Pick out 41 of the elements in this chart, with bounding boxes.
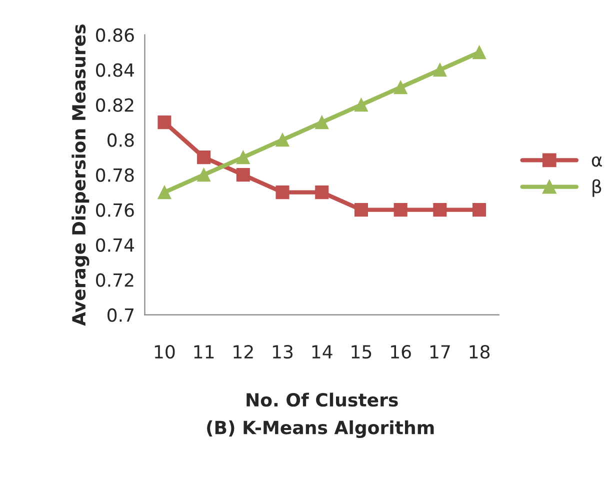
y-tick-label: 0.84 (96, 63, 134, 77)
y-tick-label: 0.74 (96, 238, 134, 252)
x-tick-label: 17 (430, 345, 450, 358)
y-tick-label: 0.82 (96, 98, 134, 112)
legend-label: α (592, 156, 602, 167)
x-tick-label: 12 (234, 345, 253, 358)
point (394, 80, 408, 94)
point (354, 98, 368, 112)
point (394, 203, 408, 217)
x-tick-label: 13 (273, 345, 293, 359)
x-tick-label: 16 (391, 345, 411, 359)
text: (B) K-Means Algorithm (207, 420, 434, 438)
point (472, 203, 486, 217)
point (433, 63, 447, 77)
point (197, 168, 211, 182)
point (276, 186, 290, 200)
y-tick-label: 0.86 (96, 28, 134, 42)
point (433, 203, 447, 217)
point (315, 186, 329, 200)
y-axis-title: Average Dispersion Measures (72, 24, 90, 326)
y-tick-label: 0.7 (108, 308, 134, 322)
x-tick-label: 14 (312, 345, 332, 358)
x-tick-label: 15 (352, 345, 372, 359)
point (236, 168, 250, 182)
point (276, 133, 290, 147)
point (197, 150, 211, 164)
point (236, 150, 250, 164)
legend-label: β (592, 179, 602, 197)
x-tick-label: 18 (470, 345, 490, 359)
y-tick-label: 0.78 (96, 168, 134, 182)
x-axis-title: No. Of Clusters (246, 392, 398, 407)
y-tick-label: 0.72 (96, 273, 134, 287)
x-tick-label: 11 (194, 345, 214, 358)
point (315, 116, 329, 130)
y-tick-label: 0.76 (96, 203, 134, 217)
y-tick-label: 0.8 (108, 133, 134, 147)
point (158, 116, 172, 130)
point (158, 186, 172, 200)
point (472, 46, 486, 60)
point (354, 203, 368, 217)
x-tick-label: 10 (154, 345, 175, 359)
